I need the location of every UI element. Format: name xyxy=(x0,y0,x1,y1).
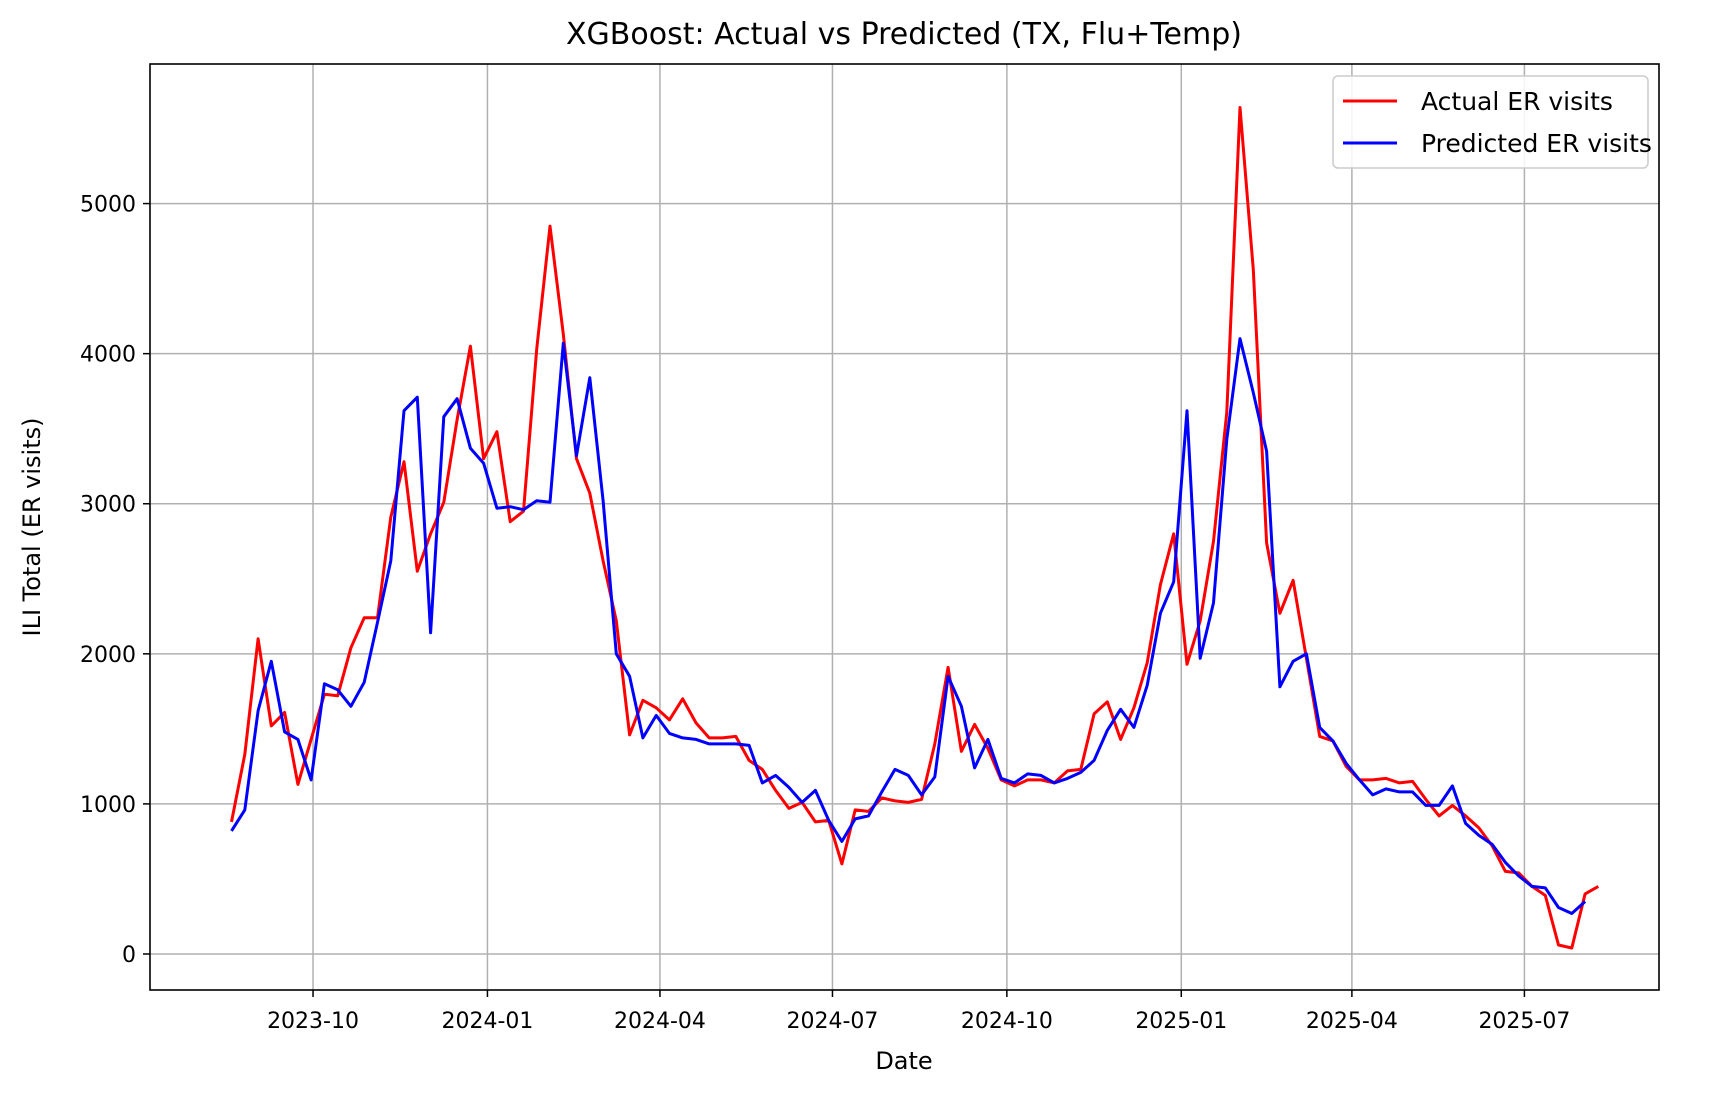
legend-label-predicted: Predicted ER visits xyxy=(1421,129,1652,158)
series-lines xyxy=(230,106,1600,950)
x-tick-label: 2023-10 xyxy=(267,1009,359,1034)
x-tick-label: 2024-01 xyxy=(441,1009,533,1034)
legend: Actual ER visits Predicted ER visits xyxy=(1332,75,1652,169)
y-tick-label: 5000 xyxy=(80,193,136,218)
y-tick-label: 4000 xyxy=(80,343,136,368)
x-axis-label: Date xyxy=(875,1047,932,1075)
series-line-predicted xyxy=(230,337,1587,915)
plot-frame xyxy=(149,63,1660,991)
chart-title: XGBoost: Actual vs Predicted (TX, Flu+Te… xyxy=(566,17,1242,52)
x-tick-label: 2024-10 xyxy=(961,1009,1053,1034)
y-tick-label: 2000 xyxy=(80,643,136,668)
y-tick-label: 0 xyxy=(122,943,136,968)
legend-label-actual: Actual ER visits xyxy=(1421,87,1613,116)
x-tick-label: 2025-01 xyxy=(1135,1009,1227,1034)
x-tick-label: 2024-04 xyxy=(614,1009,706,1034)
grid xyxy=(150,64,1659,990)
y-tick-label: 3000 xyxy=(80,493,136,518)
y-tick-label: 1000 xyxy=(80,793,136,818)
legend-box xyxy=(1332,75,1649,169)
x-tick-label: 2025-04 xyxy=(1306,1009,1398,1034)
ticks: 2023-10 2024-01 2024-04 2024-07 2024-10 2025-… xyxy=(80,193,1570,1034)
x-tick-label: 2025-07 xyxy=(1478,1009,1570,1034)
x-tick-label: 2024-07 xyxy=(787,1009,879,1034)
y-axis-label: ILI Total (ER visits) xyxy=(18,418,46,637)
